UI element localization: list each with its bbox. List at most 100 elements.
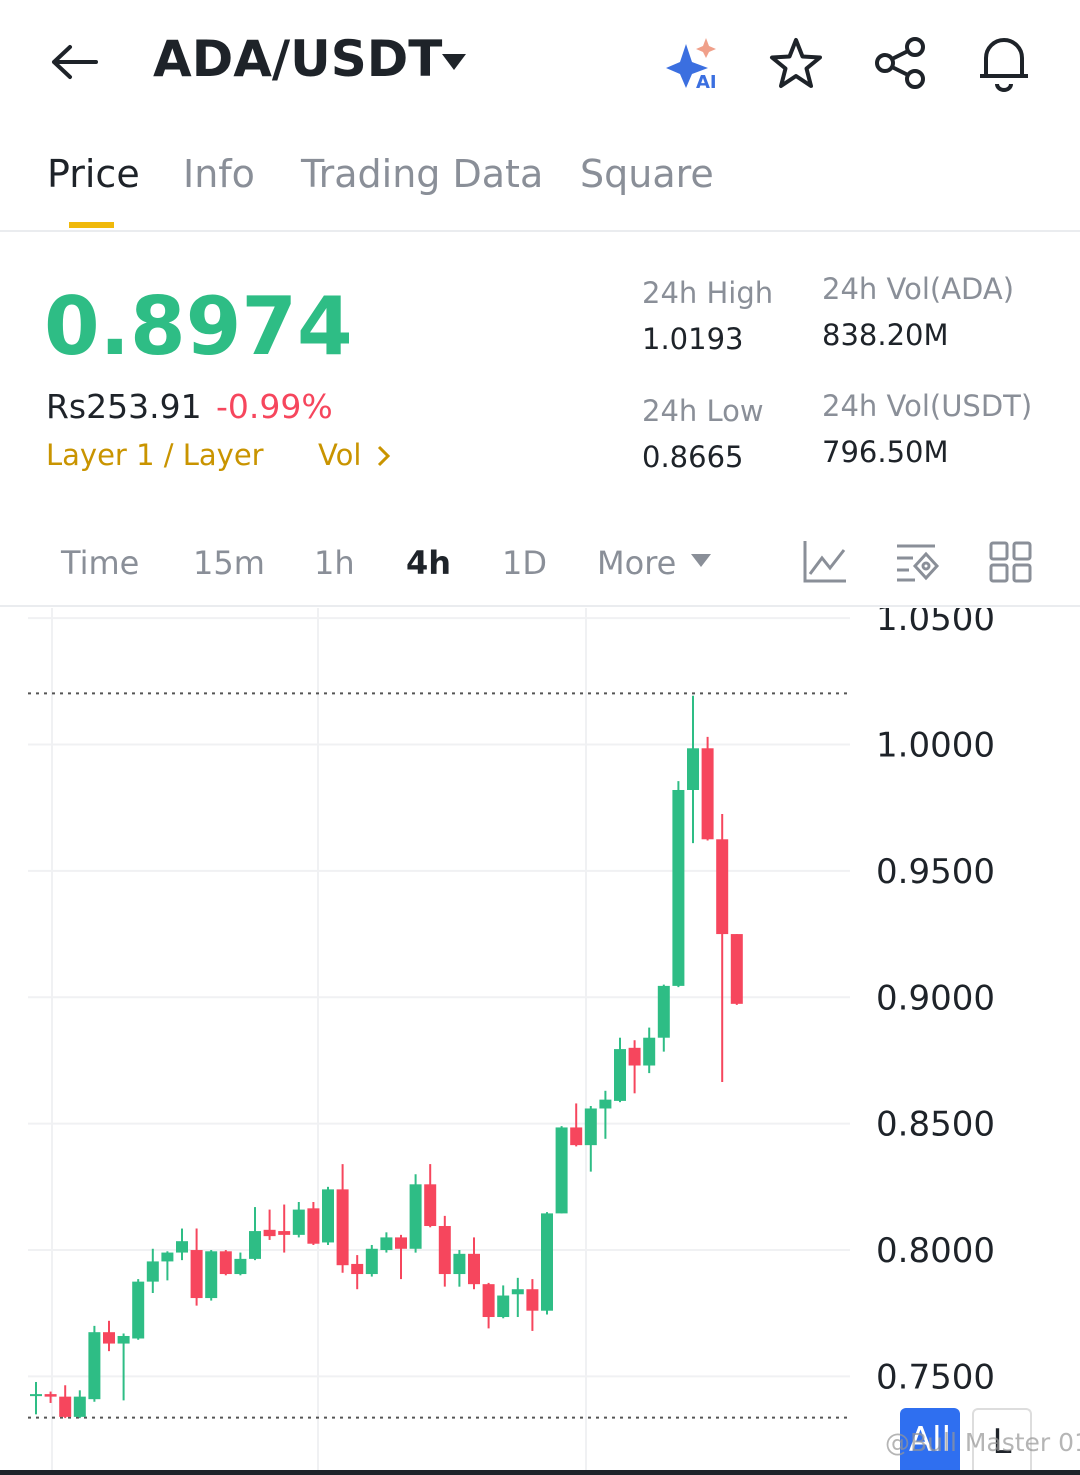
fiat-price: Rs253.91 [46,387,202,426]
candle-body [365,1248,378,1275]
candle-body [103,1332,115,1344]
candle-body [292,1209,305,1235]
candle-body [59,1396,72,1417]
y-tick-label: 1.0000 [876,725,995,765]
candle-body [132,1281,145,1339]
candle-body [511,1289,524,1295]
y-tick-label: 0.8000 [876,1231,995,1271]
ai-icon[interactable]: AI [664,36,724,91]
candle-body [497,1295,510,1318]
tab-indicator [69,222,114,228]
candle-body [117,1335,130,1344]
svg-text:AI: AI [696,72,717,91]
l-button[interactable]: L [972,1408,1032,1475]
candle-body [526,1289,539,1311]
stat-label: 24h Low [642,394,764,428]
candle-body [263,1229,276,1237]
divider [0,230,1080,232]
candle-body [234,1258,247,1275]
candle-body [322,1189,334,1243]
candle-body [88,1332,101,1400]
interval[interactable]: 1D [502,544,547,582]
stat-value: 0.8665 [642,440,744,474]
candle-body [643,1037,656,1066]
candle-body [380,1237,393,1251]
candle-body [716,839,729,935]
candle-body [73,1396,86,1417]
candle-body [336,1189,349,1266]
candle-body [672,789,685,986]
candle-body [44,1394,57,1397]
dropdown[interactable] [690,553,712,569]
favorite[interactable] [768,36,824,90]
y-tick-label: 1.0500 [876,608,995,639]
y-tick-label: 0.9500 [876,852,995,892]
price-change: -0.99% [216,387,333,426]
alert[interactable] [976,34,1032,92]
divider [0,605,1080,607]
candle-body [146,1261,159,1282]
bottom-bar [0,1470,1080,1475]
tab[interactable]: Trading Data [301,152,544,196]
candle-body [657,985,670,1038]
stat-value: 796.50M [822,435,949,469]
candle-body [161,1252,174,1262]
interval[interactable]: More [597,544,677,582]
stat-label: 24h Vol(USDT) [822,389,1033,423]
stat-label: 24h High [642,276,774,310]
tab[interactable]: Info [183,152,255,196]
stat-value: 1.0193 [642,322,744,356]
interval[interactable]: 1h [314,544,355,582]
candle-body [584,1108,597,1146]
candle-body [205,1251,218,1299]
watermark: @Bull Master 01 [885,1428,1080,1457]
tab[interactable]: Price [47,152,140,196]
y-tick-label: 0.8500 [876,1105,995,1145]
settings-icon[interactable] [895,540,941,584]
candle-body [628,1047,641,1066]
candle-body [453,1253,466,1275]
tab[interactable]: Square [580,152,714,196]
back-button[interactable] [50,42,100,82]
candle-body [438,1226,451,1275]
layout-icon[interactable] [988,540,1034,584]
y-tick-label: 0.9000 [876,978,995,1018]
candle-body [555,1127,568,1214]
all-button[interactable]: All [900,1408,960,1475]
pair-title[interactable]: ADA/USDT [153,30,443,88]
candle-body [424,1184,437,1227]
interval[interactable]: 15m [193,544,265,582]
chart: 1.0500 1.0000 0.9500 0.9000 0.8500 0.8000 0.75… [28,608,995,1475]
stat-label: 24h Vol(ADA) [822,272,1015,306]
candle-body [219,1251,232,1275]
chevron [377,445,391,467]
candle-body [730,934,743,1004]
candle-body [307,1208,320,1244]
time-grid [51,608,587,1475]
candle-body [351,1263,364,1275]
tag[interactable]: Vol [318,438,362,472]
candle-body [570,1127,583,1146]
interval[interactable]: Time [61,544,140,582]
candle-body [468,1253,480,1285]
share[interactable] [873,36,929,90]
dropdown[interactable] [440,52,468,72]
candle-body [614,1049,626,1101]
candle-body [541,1213,553,1311]
last-price: 0.8974 [44,280,353,373]
candle-body [176,1241,188,1253]
candle-body [687,748,699,790]
candle-body [409,1184,422,1249]
candle-body [482,1284,495,1318]
indicator-icon[interactable] [802,538,848,584]
candle-body [278,1231,291,1235]
interval[interactable]: 4h [406,544,452,582]
candle-body [249,1231,261,1259]
tag[interactable]: Layer 1 / Layer [46,438,264,472]
candle-body [599,1099,612,1109]
candle-body [190,1250,203,1299]
candle-body [395,1237,407,1249]
stat-value: 838.20M [822,318,949,352]
y-tick-label: 0.7500 [876,1357,995,1397]
